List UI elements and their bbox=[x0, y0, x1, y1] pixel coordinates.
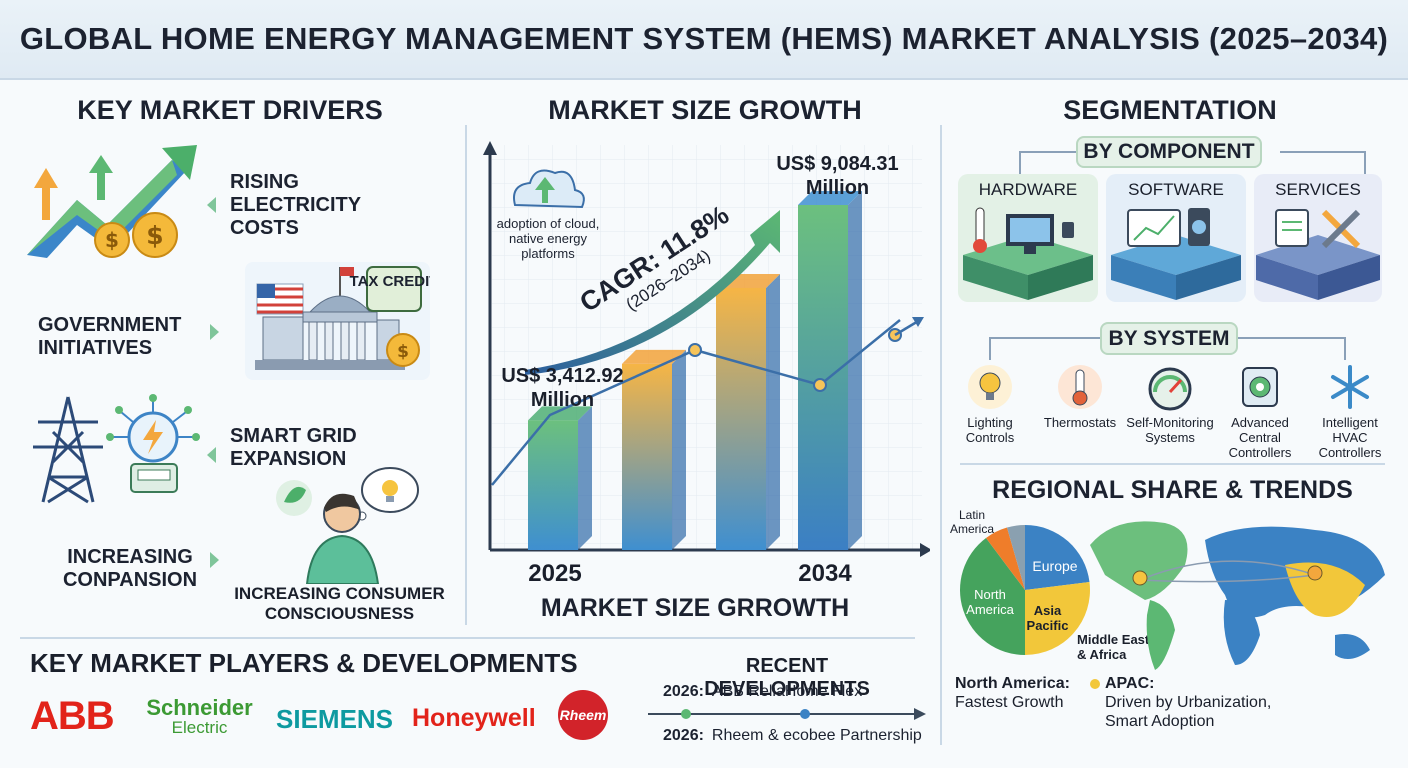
system-central-controllers: Advanced Central Controllers bbox=[1215, 362, 1305, 460]
market-growth-chart bbox=[483, 141, 930, 557]
cloud-note: adoption of cloud, native energy platfor… bbox=[496, 216, 600, 261]
system-label: Thermostats bbox=[1043, 415, 1117, 430]
system-connector bbox=[989, 337, 1346, 360]
end-value-label: US$ 9,084.31 Million bbox=[776, 153, 899, 199]
by-component-pill: BY COMPONENT bbox=[1076, 136, 1262, 168]
na-trend: North America: Fastest Growth bbox=[955, 674, 1085, 712]
world-map bbox=[1090, 521, 1385, 670]
development-text: ABB ReliaHome Flex bbox=[711, 683, 863, 700]
logo-schneider: Schneider Electric bbox=[137, 695, 262, 738]
chart-bar bbox=[798, 191, 862, 550]
logo-abb: ABB bbox=[30, 694, 115, 738]
svg-text:$: $ bbox=[146, 221, 163, 250]
by-system-pill: BY SYSTEM bbox=[1100, 322, 1238, 355]
driver-label-electricity: RISING ELECTRICITY COSTS bbox=[230, 171, 361, 239]
end-year-label: 2034 bbox=[798, 560, 852, 587]
logo-siemens: SIEMENS bbox=[276, 704, 394, 734]
column-divider-right bbox=[940, 125, 942, 745]
bottom-divider bbox=[20, 637, 915, 639]
component-card-services: SERVICES bbox=[1254, 174, 1382, 302]
players-heading: KEY MARKET PLAYERS & DEVELOPMENTS bbox=[30, 648, 578, 678]
apac-trend-text: Driven by Urbanization, Smart Adoption bbox=[1105, 694, 1272, 730]
thermometer-icon bbox=[1058, 365, 1102, 409]
apac-trend-title: APAC: bbox=[1105, 675, 1155, 692]
tax-credit-badge: TAX CREDIT bbox=[350, 273, 430, 290]
regional-pie bbox=[960, 524, 1090, 655]
region-europe: Europe bbox=[1032, 558, 1078, 574]
start-year-label: 2025 bbox=[528, 560, 582, 587]
region-latin-america: Latin America bbox=[949, 508, 994, 536]
gauge-icon bbox=[1148, 367, 1192, 411]
system-lighting: Lighting Controls bbox=[945, 362, 1035, 460]
apac-bullet bbox=[1090, 679, 1100, 689]
apac-trend: APAC: Driven by Urbanization, Smart Adop… bbox=[1105, 674, 1275, 731]
driver-arrow bbox=[207, 197, 216, 213]
development-year: 2026: bbox=[663, 727, 704, 744]
developments-heading: RECENT DEVELOPMENTS bbox=[704, 655, 870, 700]
bulb-icon bbox=[968, 365, 1012, 409]
driver-arrow bbox=[210, 324, 219, 340]
driver-arrow bbox=[207, 447, 216, 463]
segmentation-heading: SEGMENTATION bbox=[1063, 95, 1277, 125]
driver-label-smart-grid: SMART GRID EXPANSION bbox=[230, 425, 357, 470]
region-asia-pacific: Asia Pacific bbox=[1026, 603, 1069, 633]
na-trend-title: North America: bbox=[955, 675, 1070, 692]
system-thermostats: Thermostats bbox=[1035, 362, 1125, 460]
segment-divider bbox=[960, 463, 1385, 465]
driver-label-consumer: INCREASING CONPANSION bbox=[62, 546, 198, 591]
component-label: HARDWARE bbox=[978, 180, 1078, 199]
consumer-thinking-icon bbox=[276, 467, 419, 584]
growth-heading: MARKET SIZE GROWTH bbox=[548, 95, 862, 125]
development-item: 2026: Rheem & ecobee Partnership bbox=[663, 727, 922, 745]
chart-bar bbox=[622, 349, 686, 550]
system-hvac-controllers: Intelligent HVAC Controllers bbox=[1305, 362, 1395, 460]
svg-text:$: $ bbox=[105, 228, 119, 252]
system-label: Intelligent HVAC Controllers bbox=[1318, 415, 1382, 460]
logo-honeywell: Honeywell bbox=[412, 704, 536, 732]
regional-heading: REGIONAL SHARE & TRENDS bbox=[992, 476, 1353, 504]
system-self-monitoring: Self-Monitoring Systems bbox=[1125, 362, 1215, 460]
system-label: Self-Monitoring Systems bbox=[1126, 415, 1214, 445]
driver-label-government: GOVERNMENT INITIATIVES bbox=[38, 314, 182, 359]
title-banner: GLOBAL HOME ENERGY MANAGEMENT SYSTEM (HE… bbox=[0, 0, 1408, 80]
component-label: SERVICES bbox=[1275, 180, 1361, 199]
government-building-icon: TAX CREDIT $ bbox=[245, 262, 430, 380]
svg-text:$: $ bbox=[397, 342, 409, 362]
component-card-software: SOFTWARE bbox=[1106, 174, 1246, 302]
development-timeline bbox=[648, 708, 926, 720]
page-title: GLOBAL HOME ENERGY MANAGEMENT SYSTEM (HE… bbox=[19, 21, 1389, 56]
region-mea: Middle East & Africa bbox=[1077, 632, 1150, 662]
component-connector bbox=[1019, 151, 1366, 176]
column-divider-left bbox=[465, 125, 467, 625]
component-card-hardware: HARDWARE bbox=[958, 174, 1098, 302]
growth-footer: MARKET SIZE GRROWTH bbox=[540, 594, 850, 622]
system-list: Lighting Controls Thermostats Self-Monit… bbox=[945, 362, 1395, 460]
rising-cost-icon: $ $ bbox=[27, 145, 197, 258]
development-year: 2026: bbox=[663, 683, 704, 700]
region-north-america: North America bbox=[966, 587, 1014, 617]
system-label: Advanced Central Controllers bbox=[1228, 415, 1292, 460]
controller-icon bbox=[1242, 367, 1278, 407]
software-icon bbox=[1111, 208, 1241, 300]
logo-schneider-top: Schneider bbox=[146, 695, 253, 720]
cloud-icon bbox=[513, 169, 585, 209]
consumer-caption: INCREASING CONSUMER CONSCIOUSNESS bbox=[234, 584, 445, 623]
drivers-heading: KEY MARKET DRIVERS bbox=[77, 95, 383, 125]
services-icon bbox=[1256, 209, 1380, 300]
logo-schneider-bottom: Electric bbox=[171, 718, 228, 737]
na-trend-text: Fastest Growth bbox=[955, 694, 1064, 711]
system-label: Lighting Controls bbox=[965, 415, 1015, 445]
chart-bar bbox=[716, 273, 780, 550]
snowflake-icon bbox=[1331, 365, 1369, 409]
logo-rheem: Rheem bbox=[558, 690, 608, 740]
driver-arrow bbox=[210, 552, 219, 568]
component-label: SOFTWARE bbox=[1128, 180, 1224, 199]
hardware-icon bbox=[963, 207, 1093, 300]
development-text: Rheem & ecobee Partnership bbox=[711, 727, 922, 744]
power-tower-icon bbox=[33, 394, 200, 504]
development-item: 2026: ABB ReliaHome Flex bbox=[663, 683, 862, 701]
chart-bar bbox=[528, 406, 592, 550]
start-value-label: US$ 3,412.92 Million bbox=[501, 365, 624, 411]
